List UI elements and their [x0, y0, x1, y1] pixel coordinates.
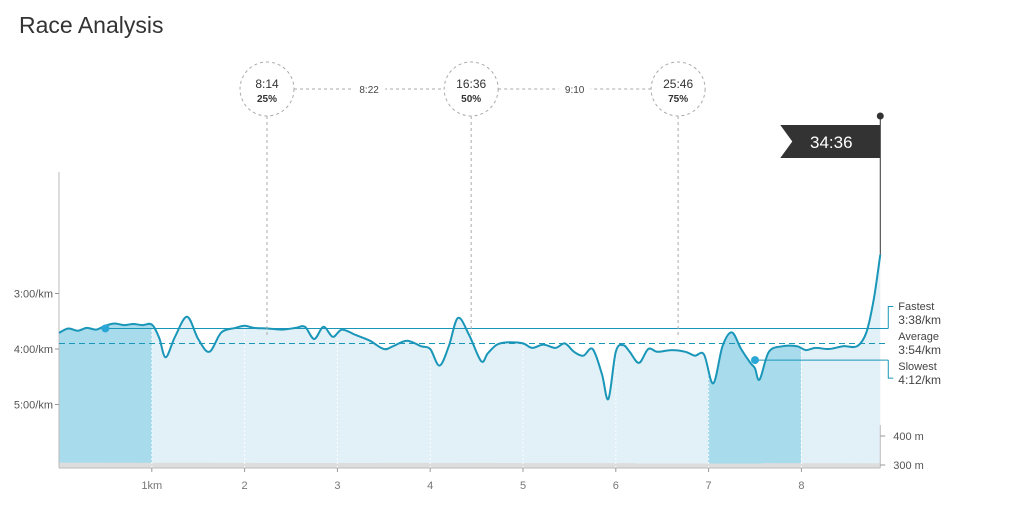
pace-tick-label: 4:00/km [14, 344, 53, 356]
pace-tick-label: 3:00/km [14, 289, 53, 301]
km-tick-label: 2 [242, 480, 248, 492]
fastest-value: 3:38/km [898, 313, 941, 327]
slowest-value: 4:12/km [898, 373, 941, 387]
km-tick-label: 3 [334, 480, 340, 492]
split-time: 16:36 [456, 77, 486, 91]
split-interval-label: 9:10 [565, 85, 585, 96]
average-value: 3:54/km [898, 343, 941, 357]
fastest-bracket [888, 306, 893, 328]
split-percent: 75% [668, 94, 688, 105]
split-interval-label: 8:22 [359, 85, 379, 96]
split-time: 25:46 [663, 77, 693, 91]
elevation-tick-label: 400 m [893, 431, 924, 443]
pace-tick-label: 5:00/km [14, 400, 53, 412]
slowest-point [751, 356, 759, 364]
split-percent: 25% [257, 94, 277, 105]
km-tick-label: 5 [520, 480, 526, 492]
average-label: Average [898, 331, 939, 343]
finish-flag-top [877, 113, 884, 120]
slowest-bracket [888, 360, 893, 378]
finish-time: 34:36 [810, 133, 853, 152]
splits-layer: 8:22 9:10 8:14 25% 16:36 50% 25:46 75% [240, 62, 705, 335]
fastest-label: Fastest [898, 301, 934, 313]
finish-flag-layer: 34:36 [780, 113, 884, 255]
km-tick-label: 4 [427, 480, 433, 492]
slowest-label: Slowest [898, 361, 937, 373]
km-tick-label: 6 [613, 480, 619, 492]
km-tick-label: 7 [706, 480, 712, 492]
split-time: 8:14 [255, 77, 279, 91]
elevation-area [59, 463, 880, 468]
split-percent: 50% [461, 94, 481, 105]
km-tick-label: 1km [141, 480, 162, 492]
elevation-tick-label: 300 m [893, 460, 924, 472]
fastest-point [101, 324, 109, 332]
km-tick-label: 8 [798, 480, 804, 492]
